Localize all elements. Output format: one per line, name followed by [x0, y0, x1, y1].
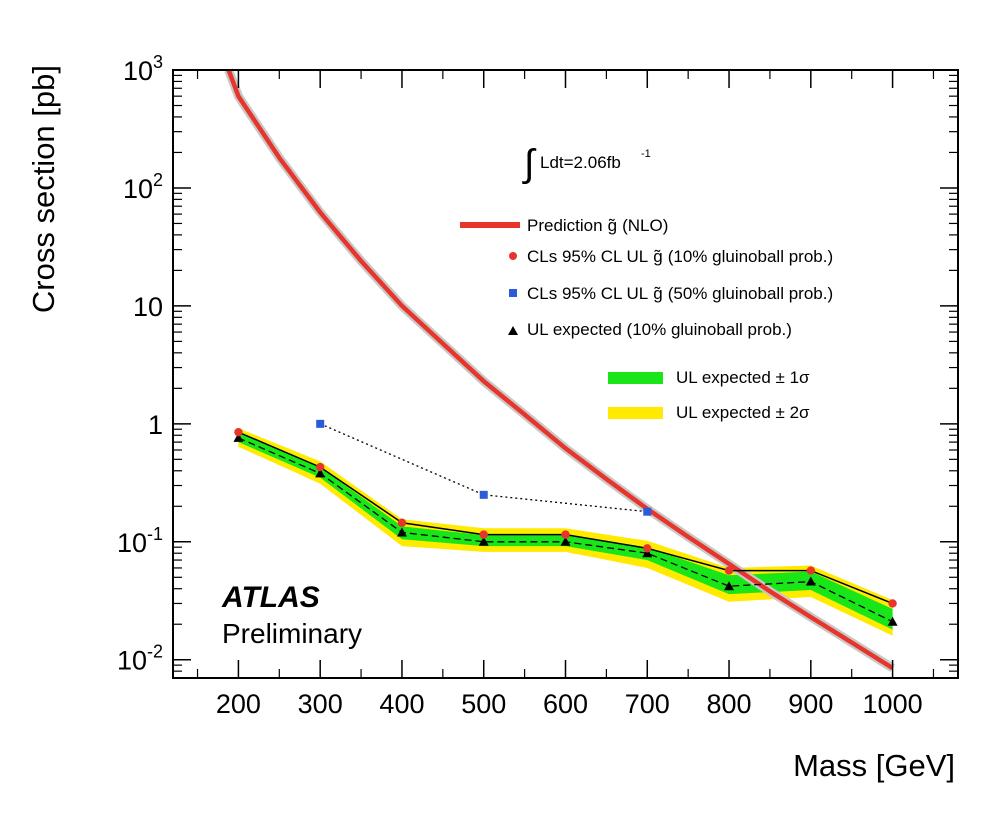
expected-point: [315, 468, 326, 478]
legend-observed-50-label: CLs 95% CL UL g̃ (50% gluinoball prob.): [527, 284, 833, 303]
x-tick-label: 700: [625, 689, 670, 719]
x-axis-title: Mass [GeV]: [793, 748, 955, 783]
prediction-line: [226, 69, 894, 671]
legend-2sigma-label: UL expected ± 2σ: [676, 403, 810, 422]
series-markers: [233, 419, 898, 626]
x-tick-label: 800: [707, 689, 752, 719]
x-tick-label: 200: [216, 689, 261, 719]
observed-50-point: [316, 419, 325, 428]
y-tick-base: 10: [123, 174, 153, 204]
x-tick-label: 1000: [863, 689, 923, 719]
observed-50-point: [643, 507, 652, 516]
legend-expected-marker: [508, 326, 518, 335]
expected-point: [724, 581, 735, 591]
observed-10-point: [643, 544, 652, 553]
x-tick-label: 300: [298, 689, 343, 719]
expected-point: [233, 432, 244, 442]
y-tick-label: 1: [148, 410, 163, 440]
legend-prediction-label: Prediction g̃ (NLO): [527, 216, 668, 235]
status-label: Preliminary: [222, 618, 362, 649]
y-tick-base: 10: [123, 56, 153, 86]
observed-10-point: [724, 566, 734, 575]
legend-observed-50-suffix: (50% gluinoball prob.): [668, 284, 833, 303]
axis-ticks: 200 300 400 500 600 700 800 900 100010-210-11101…: [117, 52, 958, 719]
legend-prediction-symbol: g̃: [608, 216, 617, 235]
observed-10-point: [561, 530, 570, 539]
legend-observed-10-label: CLs 95% CL UL g̃ (10% gluinoball prob.): [527, 247, 833, 266]
expected-point: [887, 616, 898, 626]
y-tick-label: 103: [123, 52, 163, 86]
y-axis-title: Cross section [pb]: [26, 65, 61, 313]
y-tick-label: 102: [123, 170, 163, 204]
observed-10-point: [234, 427, 243, 437]
y-tick-label: 10-2: [117, 642, 163, 676]
y-tick-exponent: -2: [147, 642, 163, 662]
y-tick-base: 1: [148, 410, 163, 440]
luminosity-label: ∫ Ldt=2.06fb -1: [522, 143, 651, 185]
legend-observed-10-marker: [509, 252, 517, 260]
expected-point: [805, 576, 816, 586]
y-tick-base: 10: [117, 646, 147, 676]
legend-2sigma-swatch: [608, 407, 663, 419]
legend-observed-10-text: CLs 95% CL UL: [527, 247, 648, 266]
y-tick-exponent: 3: [153, 52, 163, 72]
x-tick-label: 400: [379, 689, 424, 719]
y-tick-base: 10: [117, 528, 147, 558]
legend-observed-10-symbol: g̃: [653, 247, 662, 266]
legend-1sigma-swatch: [608, 372, 663, 384]
legend-1sigma-label: UL expected ± 1σ: [676, 368, 810, 387]
observed-50-point: [479, 490, 488, 499]
integral-symbol: ∫: [522, 143, 537, 185]
legend-observed-50-marker: [509, 289, 517, 297]
legend-observed-10-suffix: (10% gluinoball prob.): [668, 247, 833, 266]
expected-point: [478, 536, 489, 546]
legend-expected-label: UL expected (10% gluinoball prob.): [527, 320, 792, 339]
legend-observed-50-text: CLs 95% CL UL: [527, 284, 648, 303]
band-1sigma: [238, 432, 893, 630]
y-tick-base: 10: [133, 292, 163, 322]
y-tick-exponent: 2: [153, 170, 163, 190]
observed-10-point: [888, 599, 897, 608]
x-tick-label: 500: [461, 689, 506, 719]
experiment-label: ATLAS: [221, 581, 320, 614]
expected-point: [642, 548, 653, 558]
legend: Prediction g̃ (NLO) CLs 95% CL UL g̃ (10% gl…: [460, 216, 833, 422]
observed-10-point: [479, 530, 488, 539]
luminosity-exponent: -1: [641, 148, 651, 160]
expected-point: [560, 536, 571, 546]
observed-10-point: [315, 462, 325, 472]
legend-observed-50-symbol: g̃: [653, 284, 662, 303]
luminosity-text: Ldt=2.06fb: [540, 153, 621, 172]
expected-point: [396, 527, 407, 537]
legend-prediction-text: Prediction: [527, 216, 603, 235]
y-tick-exponent: -1: [147, 524, 163, 544]
y-tick-label: 10: [133, 292, 163, 322]
x-tick-label: 600: [543, 689, 588, 719]
observed-10-point: [397, 518, 407, 527]
y-tick-label: 10-1: [117, 524, 163, 558]
x-tick-label: 900: [788, 689, 833, 719]
observed-10-point: [806, 566, 816, 575]
legend-prediction-suffix: (NLO): [622, 216, 668, 235]
